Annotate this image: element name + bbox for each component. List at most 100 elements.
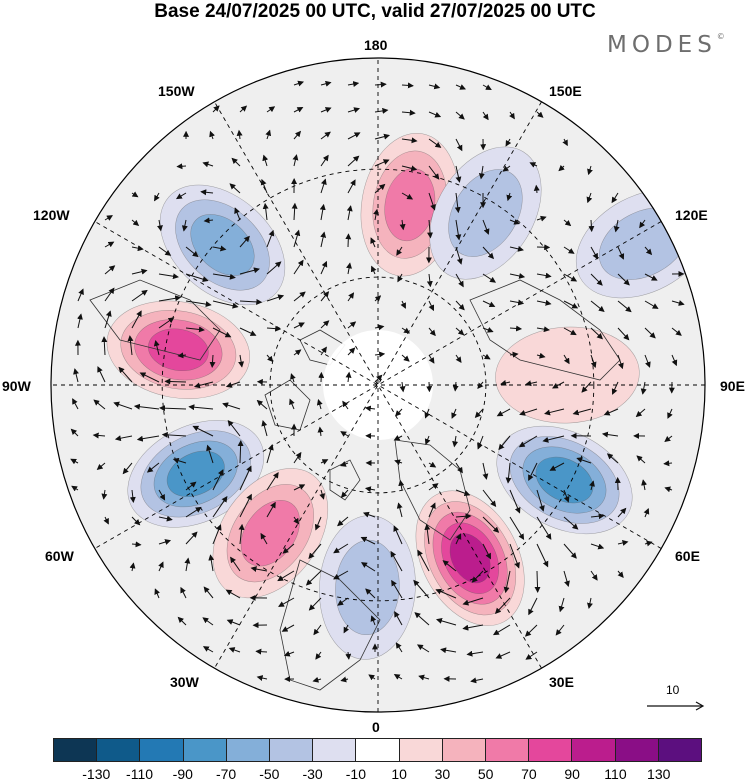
wind-arrow <box>185 531 198 545</box>
colorbar-swatch <box>399 739 443 761</box>
wind-arrow <box>282 543 295 554</box>
latitude-circle <box>269 276 487 494</box>
wind-arrow <box>181 219 188 232</box>
wind-arrow <box>587 597 593 609</box>
wind-arrow <box>239 327 257 336</box>
wind-arrow <box>239 267 260 275</box>
wind-arrow <box>588 219 595 233</box>
wind-arrow <box>502 165 511 172</box>
wind-arrow <box>293 291 306 302</box>
wind-arrow <box>536 111 544 118</box>
wind-arrow <box>291 202 298 221</box>
wind-arrow <box>136 435 160 442</box>
wind-arrow <box>260 178 268 194</box>
wind-arrow <box>192 425 214 437</box>
wind-arrow <box>129 489 136 504</box>
wind-arrow <box>399 381 406 393</box>
wind-arrow <box>542 435 565 443</box>
wind-arrow <box>129 562 136 572</box>
wind-arrow <box>416 644 430 653</box>
colorbar-label: -90 <box>172 766 193 782</box>
wind-arrow <box>266 472 279 491</box>
colorbar-swatch <box>572 739 616 761</box>
wind-arrow <box>202 161 214 168</box>
wind-arrow <box>337 597 349 606</box>
wind-arrow <box>239 235 250 248</box>
wind-arrow <box>482 489 497 507</box>
wind-arrow <box>227 419 241 437</box>
wind-arrow <box>347 179 356 194</box>
wind-arrow <box>398 479 405 491</box>
wind-arrow <box>374 133 391 140</box>
wind-arrow <box>180 586 187 599</box>
colorbar-label: 10 <box>391 766 407 782</box>
wind-arrow <box>374 324 385 331</box>
wind-arrow <box>462 624 484 631</box>
wind-arrow <box>93 399 106 410</box>
wind-arrow <box>581 381 592 393</box>
wind-arrow <box>177 352 187 359</box>
wind-arrow <box>281 624 295 632</box>
lon-label-90e: 90E <box>720 378 745 394</box>
wind-arrow <box>474 408 484 418</box>
wind-arrow <box>345 651 352 660</box>
wind-arrow <box>455 300 465 311</box>
wind-arrow <box>101 489 108 500</box>
wind-arrow <box>104 241 115 248</box>
lon-label-60w: 60W <box>45 548 74 564</box>
wind-arrow <box>563 300 579 309</box>
colorbar-swatch <box>140 739 184 761</box>
wind-arrow <box>266 294 285 302</box>
wind-arrow <box>343 624 350 634</box>
wind-arrow <box>347 107 361 113</box>
wind-arrow <box>455 111 465 120</box>
wind-arrow <box>471 570 484 583</box>
wind-arrow <box>164 378 187 385</box>
wind-arrow <box>239 105 248 113</box>
colorbar-swatch <box>529 739 573 761</box>
colorbar-label: 50 <box>477 766 494 782</box>
wind-arrow <box>333 570 349 580</box>
wind-arrow <box>442 560 457 572</box>
wind-arrow <box>428 192 436 211</box>
wind-arrow <box>238 354 245 368</box>
wind-arrow <box>536 489 545 512</box>
wind-arrow <box>492 624 511 636</box>
wind-arrow <box>256 675 268 681</box>
wind-arrow <box>237 440 244 464</box>
wind-arrow <box>212 300 239 309</box>
wind-arrow <box>494 597 511 615</box>
wind-arrow <box>373 208 379 221</box>
wind-arrow <box>455 84 466 90</box>
wind-arrow <box>401 137 418 144</box>
wind-arrow <box>266 106 276 113</box>
wind-arrow <box>496 408 511 417</box>
wind-arrow <box>482 273 497 283</box>
latitude-circle <box>161 168 595 602</box>
wind-arrow <box>127 335 134 356</box>
wind-arrow <box>428 354 435 364</box>
wind-arrow <box>319 203 326 221</box>
wind-arrow <box>462 597 484 606</box>
wind-arrow <box>158 539 172 545</box>
wind-arrow <box>401 192 414 200</box>
wind-arrow <box>374 81 387 88</box>
wind-arrow <box>482 111 489 121</box>
wind-arrow <box>667 408 673 419</box>
wind-arrow <box>193 381 214 389</box>
wind-arrow <box>229 183 241 194</box>
wind-arrow <box>175 192 187 200</box>
wind-arrow <box>435 618 457 626</box>
wind-arrow <box>347 81 360 88</box>
wind-arrow <box>428 327 436 337</box>
wind-arrow <box>509 543 520 569</box>
wind-arrow <box>320 459 329 465</box>
wind-arrow <box>644 273 658 281</box>
wind-arrow <box>440 647 457 654</box>
wind-arrow <box>225 381 241 388</box>
wind-arrow <box>231 157 241 167</box>
wind-arrow <box>590 246 599 260</box>
wind-arrow <box>320 346 327 356</box>
wind-arrow <box>563 489 570 503</box>
wind-arrow <box>266 354 274 363</box>
